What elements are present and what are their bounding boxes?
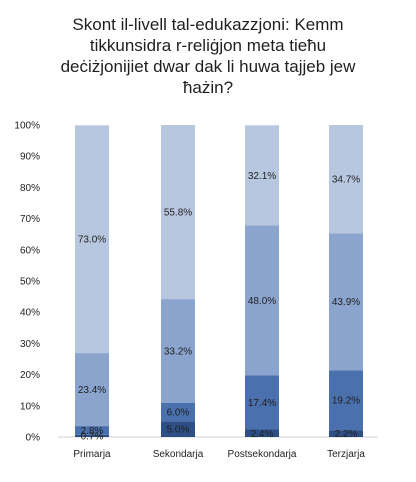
y-tick-label: 50% <box>20 277 40 288</box>
y-tick-label: 70% <box>20 214 40 225</box>
data-label: 43.9% <box>332 297 360 308</box>
data-label: 73.0% <box>78 235 106 246</box>
chart-title-line-1: Skont il-livell tal-edukazzjoni: Kemm <box>72 15 344 34</box>
bar-segment <box>329 125 363 234</box>
data-label: 19.2% <box>332 396 360 407</box>
data-label: 55.8% <box>164 208 192 219</box>
bar-segment <box>161 299 195 403</box>
data-label: 2.2% <box>335 429 358 440</box>
bar-segment <box>329 233 363 371</box>
bar-segment <box>245 225 279 376</box>
x-category-label: Terzjarja <box>327 449 365 460</box>
y-tick-label: 60% <box>20 245 40 256</box>
bar-segment <box>245 429 279 437</box>
bar-segment <box>329 430 363 437</box>
chart-title: Skont il-livell tal-edukazzjoni: Kemm ti… <box>0 14 416 98</box>
bar-segment <box>245 125 279 226</box>
data-label: 48.0% <box>248 296 276 307</box>
data-label: 23.4% <box>78 385 106 396</box>
data-label: 33.2% <box>164 346 192 357</box>
data-label: 32.1% <box>248 171 276 182</box>
bar-segment <box>161 421 195 437</box>
y-tick-label: 10% <box>20 401 40 412</box>
y-tick-label: 100% <box>14 121 40 132</box>
y-tick-label: 20% <box>20 370 40 381</box>
bar-segment <box>329 370 363 431</box>
bar-segment <box>75 434 109 437</box>
x-category-label: Postsekondarja <box>228 449 297 460</box>
data-label: 6.0% <box>167 408 190 419</box>
chart-title-line-2: tikkunsidra r-reliġjon meta tieħu <box>89 36 327 55</box>
data-label: 0.7% <box>81 431 104 442</box>
data-label: 2.4% <box>251 429 274 440</box>
bar-segment <box>75 125 109 354</box>
data-label: 34.7% <box>332 175 360 186</box>
bar-segment <box>245 375 279 430</box>
bar-segment <box>161 125 195 300</box>
bar-segment <box>75 353 109 427</box>
y-tick-label: 30% <box>20 339 40 350</box>
data-label: 17.4% <box>248 398 276 409</box>
y-tick-label: 0% <box>26 433 41 444</box>
y-tick-label: 80% <box>20 183 40 194</box>
bar-segment <box>75 426 109 435</box>
y-tick-label: 40% <box>20 308 40 319</box>
y-tick-label: 90% <box>20 152 40 163</box>
data-label: 5.0% <box>167 425 190 436</box>
chart-title-line-3: deċiżjonijiet dwar dak li huwa tajjeb je… <box>60 57 356 76</box>
x-category-label: Primarja <box>73 449 111 460</box>
bar-segment <box>161 402 195 422</box>
x-category-label: Sekondarja <box>153 449 204 460</box>
data-label: 2.8% <box>81 426 104 437</box>
chart-title-line-4: ħażin? <box>182 78 234 97</box>
